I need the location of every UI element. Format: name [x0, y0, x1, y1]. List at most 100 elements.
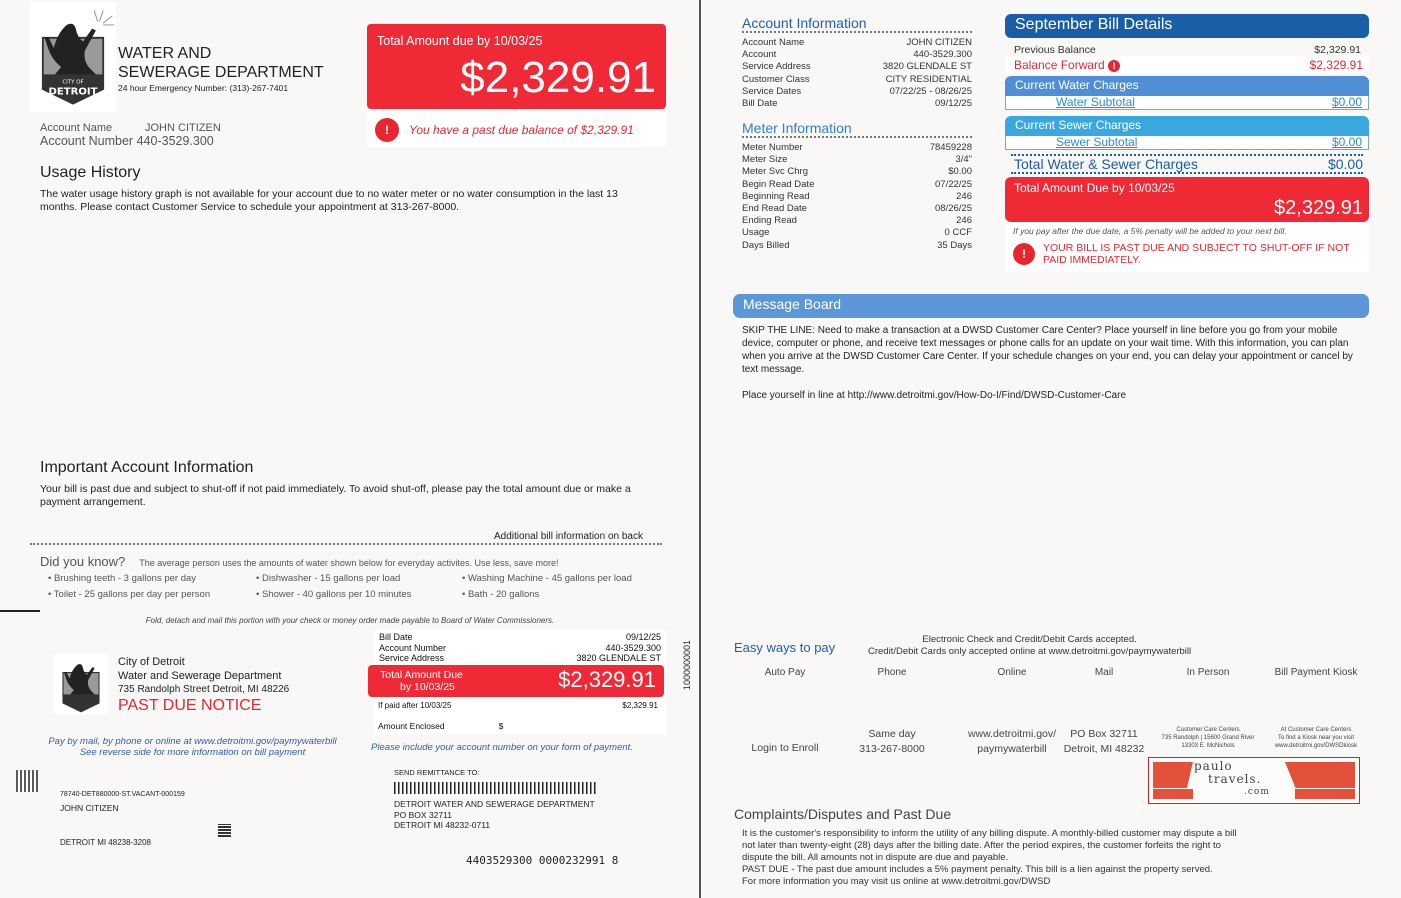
past-due-message: You have a past due balance of $2,329.91 [409, 122, 634, 137]
complaints-line: dispute the bill. All amounts not in dis… [742, 852, 1009, 863]
balance-forward: $2,329.91 [1309, 58, 1363, 73]
info-value: 78459228 [929, 142, 972, 153]
stub-due-amount: $2,329.91 [558, 667, 656, 692]
info-value: 07/22/25 [935, 178, 972, 190]
complaints-line: It is the customer's responsibility to i… [742, 828, 1237, 839]
info-value: 0 CCF [944, 227, 972, 239]
info-label: End Read Date [742, 203, 807, 215]
pay-method-label: Bill Payment Kiosk [1274, 667, 1358, 678]
info-row: Meter Size 3/4" [742, 154, 972, 166]
info-row: End Read Date 08/26/25 [742, 203, 972, 215]
additional-info-note: Additional bill information on back [494, 531, 643, 542]
account-name: JOHN CITIZEN [145, 122, 221, 134]
info-row: Meter Svc Chrg $0.00 [742, 166, 972, 178]
message-board: Message Board SKIP THE LINE: Need to mak… [733, 294, 1369, 408]
did-you-know-intro: The average person uses the amounts of w… [139, 558, 559, 568]
stub-logo [54, 654, 108, 714]
svg-text:CITY OF: CITY OF [62, 80, 83, 86]
pay-notes: Electronic Check and Credit/Debit Cards … [868, 634, 1192, 657]
pay-method-detail: www.detroitmi.gov/paymywaterbill [967, 728, 1057, 755]
total-due-box: Total Amount due by 10/03/25 $2,329.91 [367, 24, 666, 109]
tip-item: • Toilet - 25 gallons per day per person [48, 589, 211, 600]
pay-note: Pay by mail, by phone or online at www.d… [48, 736, 337, 758]
dwsd-logo: CITY OF DETROIT [30, 2, 116, 112]
alert-icon: ! [375, 117, 399, 142]
total-water-sewer: $0.00 [1327, 156, 1363, 173]
account-number-label: Account Number [40, 134, 134, 148]
info-row: Days Billed 35 Days [742, 240, 972, 252]
water-charges-header: Current Water Charges [1005, 76, 1369, 97]
pay-method-detail: At Customer Care Centers To find a Kiosk … [1274, 727, 1358, 749]
page-divider [699, 0, 701, 898]
postal-barcode [394, 782, 596, 794]
stub-account-number: 440-3529.300 [605, 642, 661, 653]
did-you-know-title: Did you know? [40, 554, 126, 569]
alert-icon: ! [1013, 243, 1035, 266]
pay-method-detail: Same day 313-267-8000 [859, 728, 925, 755]
info-label: Meter Size [742, 154, 788, 166]
tip-item: • Shower - 40 gallons per 10 minutes [256, 589, 412, 600]
account-number: 440-3529.300 [136, 134, 214, 148]
info-label: Account [742, 49, 777, 61]
include-account-note: Please include your account number on yo… [371, 742, 633, 753]
bill-due-amount: $2,329.91 [1274, 197, 1363, 220]
emergency-number: 24 hour Emergency Number: (313)-267-7401 [118, 83, 289, 93]
info-label: Days Billed [742, 239, 790, 251]
info-value: 246 [956, 190, 972, 202]
watermark-logo: paulo travels. .com [1148, 757, 1360, 804]
complaints-line: For more information you may visit us on… [742, 876, 1051, 887]
info-row: Usage 0 CCF [742, 227, 972, 239]
past-due-banner: ! You have a past due balance of $2,329.… [367, 112, 666, 147]
info-label: Usage [742, 227, 770, 239]
complaints-line: not later than twenty-eight (28) days af… [742, 840, 1221, 851]
pay-method-detail: PO Box 32711 Detroit, MI 48232 [1063, 728, 1145, 755]
dept-line-1: WATER AND [118, 45, 212, 62]
info-value: JOHN CITIZEN [906, 37, 972, 48]
water-subtotal: $0.00 [1331, 95, 1362, 110]
pay-method-detail: Customer Care Centers 735 Randolph | 1560… [1161, 727, 1255, 749]
message-board-body: SKIP THE LINE: Need to make a transactio… [742, 325, 1353, 401]
fold-mark [0, 610, 40, 612]
info-value: 440-3529.300 [913, 49, 972, 61]
pay-method-label: Online [997, 667, 1027, 678]
info-label: Meter Svc Chrg [742, 166, 808, 178]
info-value: 3820 GLENDALE ST [882, 61, 972, 73]
info-label: Ending Read [742, 215, 797, 227]
previous-balance: $2,329.91 [1314, 44, 1361, 56]
info-label: Account Name [742, 37, 805, 48]
info-value: CITY RESIDENTIAL [885, 73, 972, 85]
stub-street: 735 Randolph Street Detroit, MI 48226 [118, 684, 290, 695]
info-row: Account 440-3529.300 [742, 49, 972, 61]
info-label: Customer Class [742, 73, 810, 85]
total-due-label: Total Amount due by 10/03/25 [377, 34, 543, 48]
info-row: Account Name JOHN CITIZEN [742, 37, 972, 49]
info-label: Bill Date [742, 98, 778, 110]
info-row: Service Address 3820 GLENDALE ST [742, 61, 972, 73]
info-value: 246 [956, 215, 972, 227]
account-info: Account Information Account Name JOHN CIT… [742, 15, 972, 110]
pay-method-label: Phone [877, 667, 907, 678]
info-value: 08/26/25 [935, 203, 972, 215]
pay-method-label: In Person [1186, 667, 1230, 678]
easy-ways-title: Easy ways to pay [734, 640, 836, 655]
mailing-code: 78740-DET880000-ST.VACANT-000159 [60, 791, 185, 798]
info-label: Service Address [742, 61, 811, 73]
usage-history-text: The water usage history graph is not ava… [40, 188, 618, 213]
pay-method-label: Auto Pay [764, 667, 806, 678]
stub-city: City of Detroit [118, 656, 185, 668]
usage-history: Usage History The water usage history gr… [40, 164, 630, 214]
account-info-title: Account Information [742, 15, 867, 31]
penalty-note: If you pay after the due date, a 5% pena… [1013, 226, 1287, 237]
datamatrix-icon [218, 824, 231, 837]
complaints-title: Complaints/Disputes and Past Due [734, 806, 952, 822]
info-row: Meter Number 78459228 [742, 142, 972, 154]
info-row: Customer Class CITY RESIDENTIAL [742, 74, 972, 86]
perforation-line [30, 543, 662, 545]
bill-due-box: Total Amount Due by 10/03/25 $2,329.91 [1005, 177, 1369, 223]
sewer-subtotal: $0.00 [1331, 135, 1362, 150]
complaints-text: It is the customer's responsibility to i… [742, 828, 1392, 888]
stub-summary: Bill Date 09/12/25 Account Number 440-3529… [368, 630, 666, 734]
stub-dept: Water and Sewerage Department [118, 669, 282, 682]
account-summary: Account Name JOHN CITIZEN Account Number … [40, 122, 221, 148]
alert-icon: ! [1108, 60, 1121, 73]
